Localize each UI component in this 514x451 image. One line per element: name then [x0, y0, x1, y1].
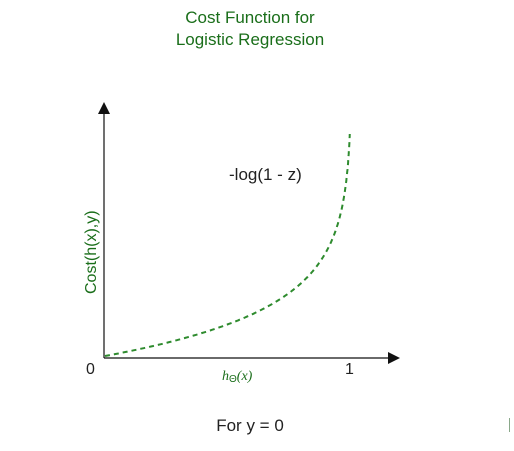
origin-label: 0 — [86, 361, 95, 378]
y-axis-label: Cost(h(x),y) — [83, 210, 100, 294]
edge-mark — [509, 418, 512, 432]
condition-label: For y = 0 — [216, 416, 284, 435]
x-axis-label-arg: (x) — [237, 369, 253, 384]
x-end-label: 1 — [345, 361, 354, 378]
curve-label: -log(1 - z) — [229, 165, 302, 184]
diagram-title-line-1: Cost Function for — [185, 8, 315, 27]
x-axis-label-main: h — [222, 369, 229, 384]
x-axis-label: hΘ(x) — [222, 369, 253, 385]
diagram-title-line-2: Logistic Regression — [175, 30, 325, 49]
cost-curve-line — [104, 133, 351, 357]
x-axis-label-subscript: Θ — [229, 374, 237, 385]
